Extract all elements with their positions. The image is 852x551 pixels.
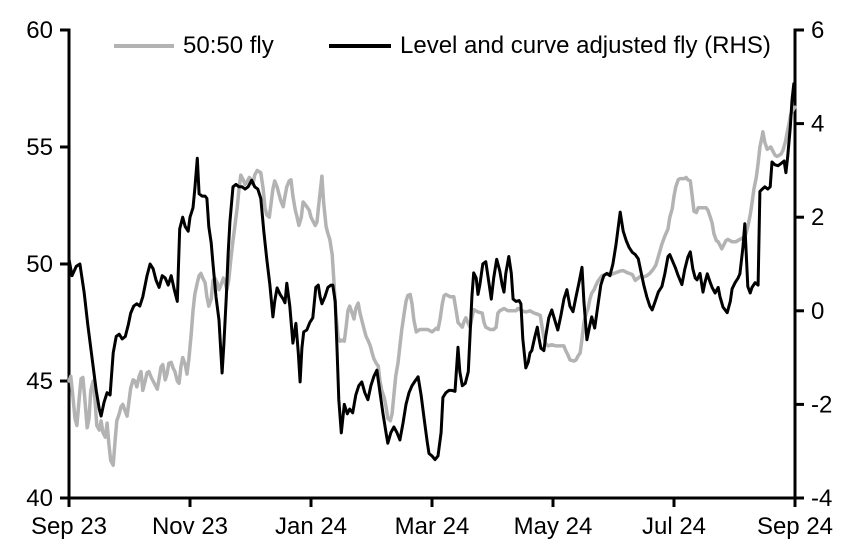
left-axis-tick-label: 50 bbox=[26, 251, 53, 278]
right-axis-tick-label: -2 bbox=[811, 391, 832, 418]
x-axis-tick-label: May 24 bbox=[514, 513, 593, 540]
x-axis-tick-label: Mar 24 bbox=[395, 513, 470, 540]
left-axis-tick-label: 55 bbox=[26, 134, 53, 161]
x-axis-tick-label: Sep 24 bbox=[757, 513, 833, 540]
x-axis-tick-label: Sep 23 bbox=[31, 513, 107, 540]
left-axis-tick-label: 60 bbox=[26, 17, 53, 44]
series-line-50-50-fly bbox=[67, 105, 797, 467]
left-axis-tick-label: 40 bbox=[26, 485, 53, 512]
right-axis-tick-label: 2 bbox=[811, 204, 824, 231]
series-line-level-curve-adjusted-fly bbox=[67, 82, 796, 462]
right-axis-tick-label: 6 bbox=[811, 17, 824, 44]
x-axis-tick-label: Nov 23 bbox=[152, 513, 228, 540]
x-axis-tick-label: Jul 24 bbox=[642, 513, 706, 540]
x-axis-tick-label: Jan 24 bbox=[275, 513, 347, 540]
right-axis-tick-label: 4 bbox=[811, 111, 824, 138]
right-axis-tick-label: -4 bbox=[811, 485, 832, 512]
right-axis-tick-label: 0 bbox=[811, 298, 824, 325]
left-axis-tick-label: 45 bbox=[26, 368, 53, 395]
